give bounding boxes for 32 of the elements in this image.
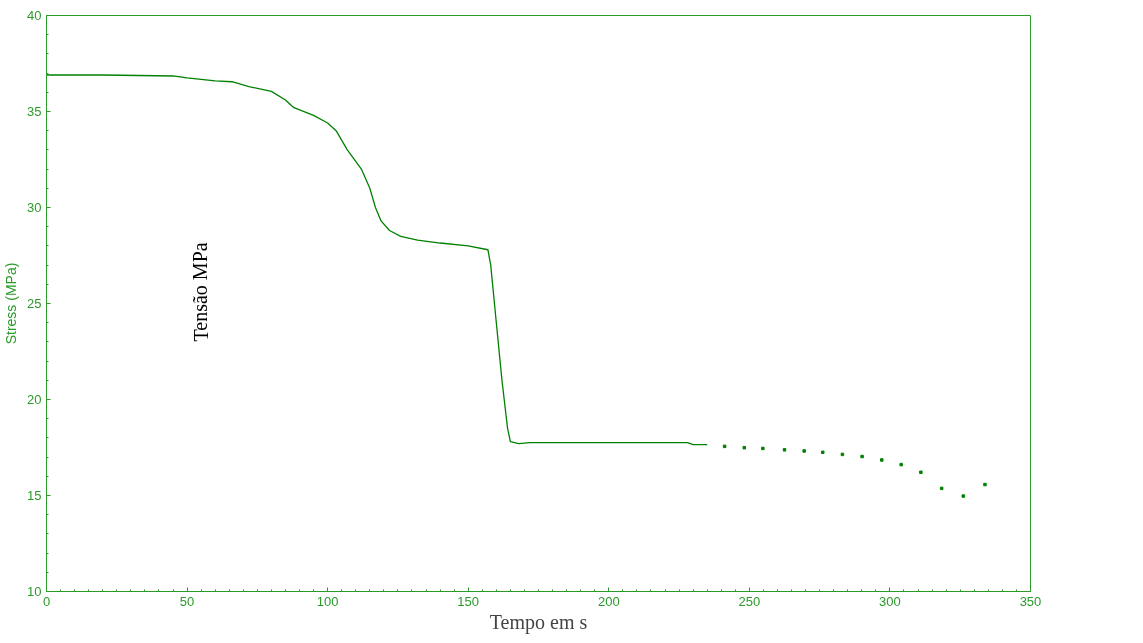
x-tick-label: 350	[1019, 593, 1042, 609]
point	[880, 458, 884, 462]
x-tick-label: 200	[597, 593, 620, 609]
y-tick-label: 10	[27, 584, 42, 599]
x-tick-label: 100	[316, 593, 339, 609]
x-tick-label: 50	[179, 593, 195, 609]
point	[899, 462, 903, 467]
point	[919, 470, 923, 475]
y-tick-label: 25	[27, 296, 42, 311]
y-axis-title: Stress (MPa)	[3, 262, 20, 345]
x-tick-label: 300	[879, 593, 901, 609]
x-tick-label: 250	[738, 593, 761, 609]
y-tick-label: 30	[27, 200, 42, 215]
point	[983, 482, 987, 487]
annotation: Tensão MPa	[189, 242, 212, 342]
x-axis-title: Tempo em s	[489, 610, 588, 634]
point	[802, 449, 806, 453]
y-tick-label: 20	[27, 392, 42, 407]
line-series	[46, 74, 708, 446]
point	[860, 454, 864, 459]
x-tick-label: 150	[457, 593, 480, 609]
point	[939, 486, 944, 491]
x-tick-label: 0	[42, 593, 51, 609]
point	[820, 450, 825, 455]
point	[782, 448, 787, 452]
point	[742, 445, 747, 450]
y-tick-label: 40	[27, 8, 42, 23]
point	[961, 494, 966, 498]
point	[722, 444, 727, 449]
point	[761, 446, 765, 451]
y-tick-label: 15	[27, 488, 42, 503]
y-tick-label: 35	[27, 104, 42, 119]
